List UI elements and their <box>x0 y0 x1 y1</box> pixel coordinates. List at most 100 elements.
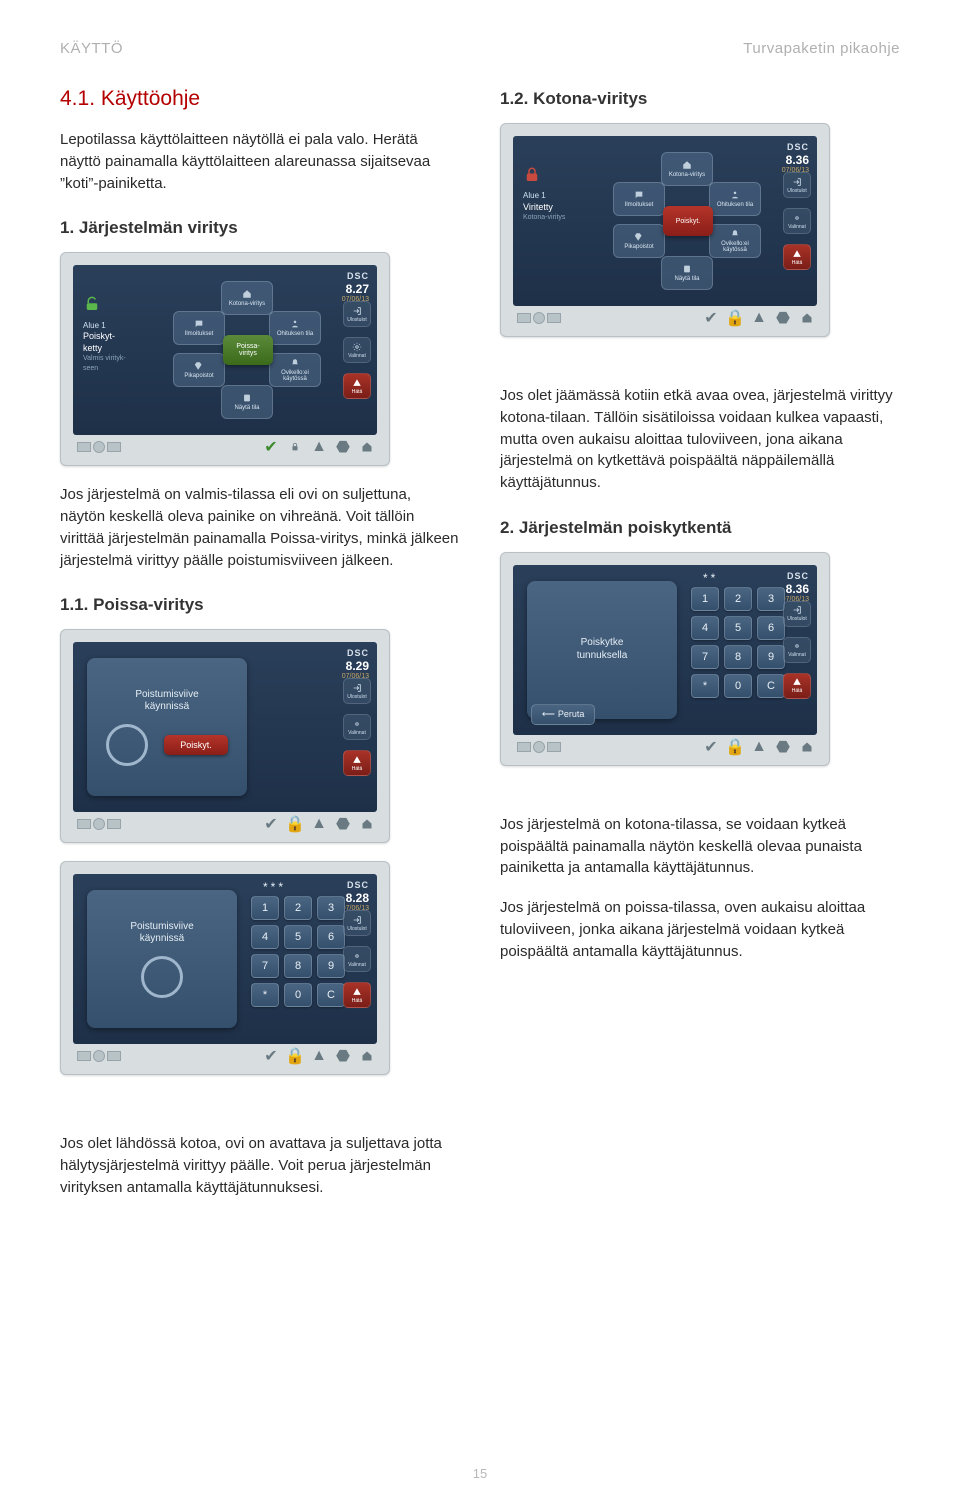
seg-ohituksen-tila[interactable]: Ohituksen tila <box>709 182 761 216</box>
device-hardware-buttons: ✔ 🔒 ▲ ⬣ <box>513 741 817 753</box>
nav-dpad[interactable] <box>77 1050 121 1062</box>
device-stay-armed-screenshot: DSC 8.36 07/06/13 Alue 1 Viritetty Koton… <box>500 123 830 337</box>
brand-label: DSC <box>342 271 369 282</box>
keypad-key-4[interactable]: 4 <box>691 616 719 640</box>
clock-time: 8.27 <box>342 282 369 296</box>
cancel-button[interactable]: ⟵ Peruta <box>531 704 595 725</box>
seg-ovikello[interactable]: Ovikello:ei käytössä <box>709 224 761 258</box>
keypad-key-1[interactable]: 1 <box>691 587 719 611</box>
keypad-key-0[interactable]: 0 <box>284 983 312 1007</box>
status-led-power-icon: ⬣ <box>337 441 349 453</box>
home-button[interactable] <box>801 741 813 753</box>
page-number: 15 <box>473 1466 487 1481</box>
seg-pikapoistot[interactable]: Pikapoistot <box>613 224 665 258</box>
side-hata-button[interactable]: Hätä <box>343 373 371 399</box>
status-led-armed-icon: 🔒 <box>729 312 741 324</box>
section-title: 4.1. Käyttöohje <box>60 87 460 111</box>
heading-poissa-viritys: 1.1. Poissa-viritys <box>60 595 460 615</box>
paragraph-jarjestelman-viritys: Jos järjestelmä on valmis-tilassa eli ov… <box>60 484 460 571</box>
side-hata-button[interactable]: Hätä <box>783 244 811 270</box>
side-ulostulot-button[interactable]: Ulostulot <box>783 601 811 627</box>
seg-kotona-viritys[interactable]: Kotona-viritys <box>661 152 713 186</box>
keypad-key-8[interactable]: 8 <box>284 954 312 978</box>
status-led-trouble-icon: ▲ <box>313 441 325 453</box>
keypad-key-*[interactable]: * <box>691 674 719 698</box>
status-led-power-icon: ⬣ <box>777 741 789 753</box>
seg-ilmoitukset[interactable]: Ilmoitukset <box>613 182 665 216</box>
side-ulostulot-button[interactable]: Ulostulot <box>343 910 371 936</box>
status-led-trouble-icon: ▲ <box>313 818 325 830</box>
side-valinnat-button[interactable]: Valinnat <box>783 637 811 663</box>
keypad-key-8[interactable]: 8 <box>724 645 752 669</box>
home-button[interactable] <box>361 441 373 453</box>
status-sub1: Valmis virityk- <box>83 354 126 363</box>
clock-time: 8.36 <box>782 582 809 596</box>
status-led-armed-icon: 🔒 <box>289 1050 301 1062</box>
status-led-armed-icon: 🔒 <box>289 818 301 830</box>
side-valinnat-button[interactable]: Valinnat <box>343 946 371 972</box>
seg-nayta-tila[interactable]: Näytä tila <box>661 256 713 290</box>
status-line2: ketty <box>83 343 126 355</box>
keypad-key-5[interactable]: 5 <box>284 925 312 949</box>
side-ulostulot-button[interactable]: Ulostulot <box>783 172 811 198</box>
nav-dpad[interactable] <box>517 312 561 324</box>
keypad-key-3[interactable]: 3 <box>757 587 785 611</box>
seg-ohituksen-tila[interactable]: Ohituksen tila <box>269 311 321 345</box>
keypad-key-0[interactable]: 0 <box>724 674 752 698</box>
side-valinnat-button[interactable]: Valinnat <box>783 208 811 234</box>
nav-dpad[interactable] <box>77 818 121 830</box>
side-valinnat-button[interactable]: Valinnat <box>343 337 371 363</box>
seg-kotona-viritys[interactable]: Kotona-viritys <box>221 281 273 315</box>
keypad-key-6[interactable]: 6 <box>317 925 345 949</box>
side-ulostulot-button[interactable]: Ulostulot <box>343 678 371 704</box>
home-button[interactable] <box>801 312 813 324</box>
left-column: 4.1. Käyttöohje Lepotilassa käyttölaitte… <box>60 87 460 1217</box>
status-led-ready-icon: ✔ <box>705 312 717 324</box>
countdown-ring-icon <box>141 956 183 998</box>
paragraph-kotona-viritys: Jos olet jäämässä kotiin etkä avaa ovea,… <box>500 385 900 494</box>
keypad-key-1[interactable]: 1 <box>251 896 279 920</box>
keypad-key-7[interactable]: 7 <box>691 645 719 669</box>
side-hata-button[interactable]: Hätä <box>343 750 371 776</box>
keypad-key-6[interactable]: 6 <box>757 616 785 640</box>
center-poissa-viritys-button[interactable]: Poissa- viritys <box>223 335 273 365</box>
status-led-ready-icon: ✔ <box>265 818 277 830</box>
keypad-key-4[interactable]: 4 <box>251 925 279 949</box>
home-button[interactable] <box>361 1050 373 1062</box>
keypad-key-3[interactable]: 3 <box>317 896 345 920</box>
keypad-key-*[interactable]: * <box>251 983 279 1007</box>
intro-paragraph: Lepotilassa käyttölaitteen näytöllä ei p… <box>60 129 460 194</box>
center-poiskyt-button[interactable]: Poiskyt. <box>663 206 713 236</box>
status-area-label: Alue 1 <box>523 191 565 201</box>
status-sub2: seen <box>83 364 126 373</box>
panel-title-exit: Poistumisviive käynnissä <box>135 689 198 714</box>
header-right: Turvapaketin pikaohje <box>743 40 900 57</box>
seg-pikapoistot[interactable]: Pikapoistot <box>173 353 225 387</box>
nav-dpad[interactable] <box>77 441 121 453</box>
keypad-key-7[interactable]: 7 <box>251 954 279 978</box>
keypad-key-9[interactable]: 9 <box>317 954 345 978</box>
keypad-key-2[interactable]: 2 <box>284 896 312 920</box>
keypad-key-2[interactable]: 2 <box>724 587 752 611</box>
side-valinnat-button[interactable]: Valinnat <box>343 714 371 740</box>
keypad-key-9[interactable]: 9 <box>757 645 785 669</box>
paragraph-poiskytkenta-1: Jos järjestelmä on kotona-tilassa, se vo… <box>500 814 900 879</box>
heading-kotona-viritys: 1.2. Kotona-viritys <box>500 89 900 109</box>
seg-ovikello[interactable]: Ovikello:ei käytössä <box>269 353 321 387</box>
keypad-key-C[interactable]: C <box>317 983 345 1007</box>
status-led-trouble-icon: ▲ <box>753 741 765 753</box>
brand-label: DSC <box>342 648 369 659</box>
side-hata-button[interactable]: Hätä <box>343 982 371 1008</box>
poiskyt-button[interactable]: Poiskyt. <box>164 735 228 755</box>
keypad-key-C[interactable]: C <box>757 674 785 698</box>
nav-dpad[interactable] <box>517 741 561 753</box>
side-hata-button[interactable]: Hätä <box>783 673 811 699</box>
device-disarm-keypad-screenshot: DSC 8.36 07/06/13 ** Poiskytke tunnuksel… <box>500 552 830 766</box>
pin-keypad: 123 456 789 *0C <box>691 587 785 698</box>
home-button[interactable] <box>361 818 373 830</box>
seg-ilmoitukset[interactable]: Ilmoitukset <box>173 311 225 345</box>
status-led-armed-icon <box>289 441 301 453</box>
seg-nayta-tila[interactable]: Näytä tila <box>221 385 273 419</box>
keypad-key-5[interactable]: 5 <box>724 616 752 640</box>
side-ulostulot-button[interactable]: Ulostulot <box>343 301 371 327</box>
